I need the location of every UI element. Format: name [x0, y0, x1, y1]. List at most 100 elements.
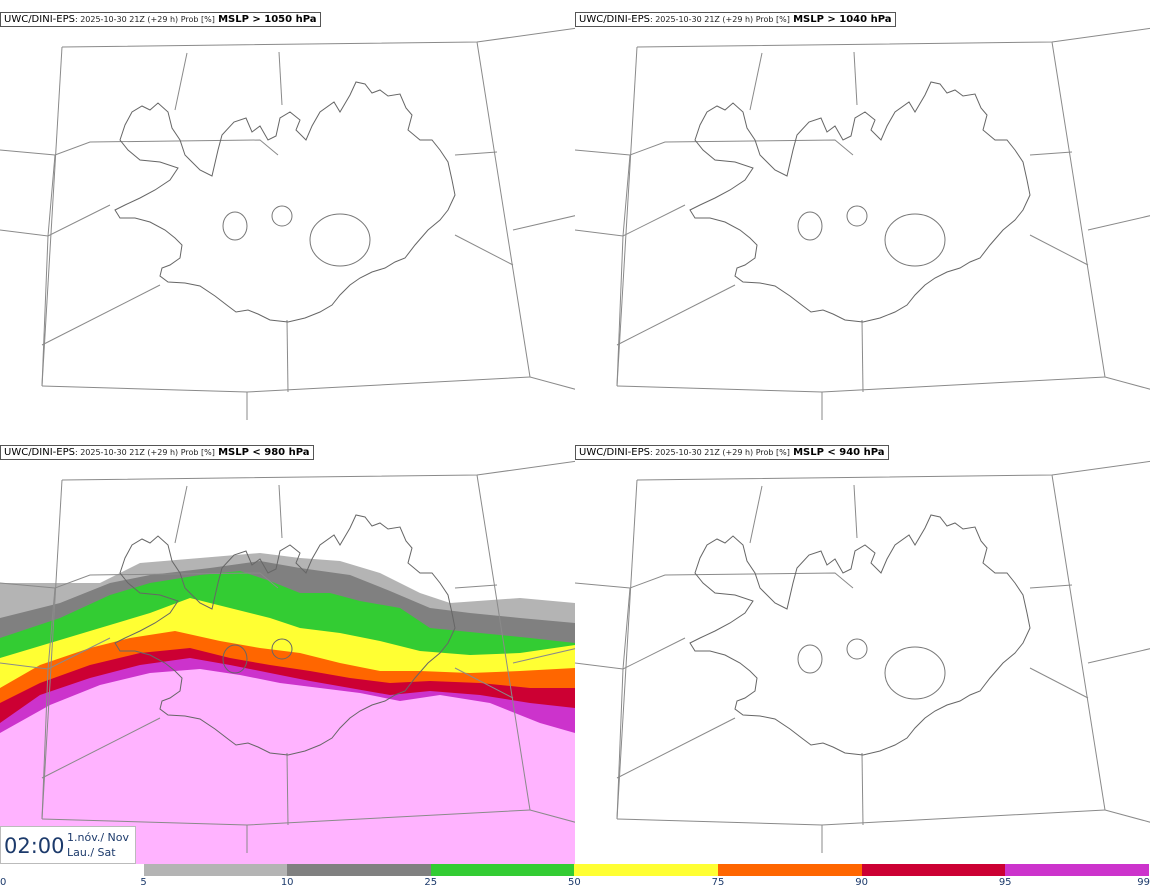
glacier-outline: [271, 638, 293, 660]
graticule-line: [174, 52, 188, 111]
glacier-outline: [884, 646, 946, 700]
iceland-coastline: [114, 81, 456, 323]
panel-title: UWC/DINI-EPS: 2025-10-30 21Z (+29 h) Pro…: [575, 12, 896, 27]
graticule-line: [616, 717, 736, 779]
graticule-line: [41, 235, 49, 387]
graticule-line: [616, 668, 624, 820]
glacier-outline: [271, 205, 293, 227]
graticule-line: [61, 27, 575, 48]
graticule-line: [861, 319, 864, 393]
colorbar-segment: [1005, 864, 1149, 876]
graticule-line: [616, 809, 1106, 826]
graticule-lines: [0, 460, 575, 853]
colorbar-tick-label: 10: [280, 877, 294, 888]
graticule-line: [41, 717, 161, 779]
graticule-line: [1051, 41, 1106, 378]
graticule-line: [575, 572, 854, 589]
graticule-line: [853, 51, 858, 106]
graticule-line: [1029, 234, 1089, 266]
graticule-line: [616, 284, 736, 346]
graticule-line: [575, 139, 854, 156]
graticule-line: [47, 154, 56, 237]
graticule-line: [853, 484, 858, 539]
colorbar-segment: [430, 864, 575, 876]
colorbar-tick-label: 95: [998, 877, 1012, 888]
valid-date: 1.nóv./ Nov: [67, 831, 130, 844]
colorbar-tick-label: 99: [1137, 877, 1150, 888]
colorbar-segment: [287, 864, 431, 876]
graticule-line: [512, 648, 575, 664]
valid-time-box: 02:00 1.nóv./ Nov Lau./ Sat: [0, 826, 136, 864]
graticule-line: [512, 215, 575, 231]
panel-title: UWC/DINI-EPS: 2025-10-30 21Z (+29 h) Pro…: [0, 445, 314, 460]
graticule-line: [454, 584, 498, 589]
graticule-line: [1104, 809, 1150, 823]
graticule-line: [454, 234, 514, 266]
graticule-line: [1029, 584, 1073, 589]
colorbar-segment: [718, 864, 862, 876]
graticule-line: [622, 154, 631, 237]
map-panel-1: UWC/DINI-EPS: 2025-10-30 21Z (+29 h) Pro…: [0, 0, 575, 433]
graticule-line: [1051, 474, 1106, 811]
graticule-line: [0, 572, 279, 589]
graticule-line: [278, 51, 283, 106]
graticule-line: [749, 485, 763, 544]
graticule-line: [1029, 151, 1073, 156]
graticule-line: [286, 752, 289, 826]
graticule-line: [0, 204, 111, 237]
map-panel-2: UWC/DINI-EPS: 2025-10-30 21Z (+29 h) Pro…: [575, 0, 1150, 433]
iceland-coastline: [114, 514, 456, 756]
graticule-line: [1104, 376, 1150, 390]
graticule-line: [575, 637, 686, 670]
glacier-outline: [797, 644, 823, 674]
iceland-coastline: [689, 514, 1031, 756]
graticule-line: [636, 460, 1150, 481]
graticule-line: [454, 151, 498, 156]
map-canvas: [575, 460, 1150, 853]
graticule-line: [529, 809, 575, 823]
colorbar-tick-label: 0: [0, 877, 7, 888]
graticule-line: [286, 319, 289, 393]
graticule-lines: [575, 27, 1150, 420]
graticule-line: [476, 474, 531, 811]
colorbar-tick-label: 5: [140, 877, 147, 888]
valid-time-clock: 02:00: [4, 834, 65, 858]
graticule-line: [616, 46, 638, 387]
glacier-outline: [309, 213, 371, 267]
graticule-line: [1087, 648, 1150, 664]
colorbar-segment: [0, 864, 144, 876]
colorbar-tick-label: 90: [855, 877, 868, 888]
colorbar-tick-label: 25: [424, 877, 438, 888]
graticule-line: [529, 376, 575, 390]
graticule-line: [476, 41, 531, 378]
colorbar-tick-label: 75: [711, 877, 725, 888]
glacier-outline: [846, 205, 868, 227]
graticule-line: [0, 139, 279, 156]
graticule-line: [61, 460, 575, 481]
graticule-line: [616, 235, 624, 387]
graticule-lines: [0, 27, 575, 420]
map-canvas: [575, 27, 1150, 420]
graticule-line: [454, 667, 514, 699]
graticule-line: [47, 587, 56, 670]
colorbar-segment: [143, 864, 288, 876]
graticule-line: [41, 376, 531, 393]
graticule-line: [41, 479, 63, 820]
graticule-line: [616, 479, 638, 820]
graticule-line: [575, 204, 686, 237]
glacier-outline: [797, 211, 823, 241]
glacier-outline: [222, 211, 248, 241]
map-panel-4: UWC/DINI-EPS: 2025-10-30 21Z (+29 h) Pro…: [575, 433, 1150, 866]
colorbar-tick-label: 50: [568, 877, 581, 888]
graticule-lines: [575, 460, 1150, 853]
graticule-line: [1029, 667, 1089, 699]
graticule-line: [861, 752, 864, 826]
colorbar-segment: [861, 864, 1006, 876]
graticule-line: [636, 27, 1150, 48]
graticule-line: [622, 587, 631, 670]
graticule-line: [749, 52, 763, 111]
graticule-line: [174, 485, 188, 544]
iceland-coastline: [689, 81, 1031, 323]
probability-colorbar: 0 5 10 25 50 75 90 95 99: [0, 862, 1150, 891]
colorbar-segment: [574, 864, 718, 876]
